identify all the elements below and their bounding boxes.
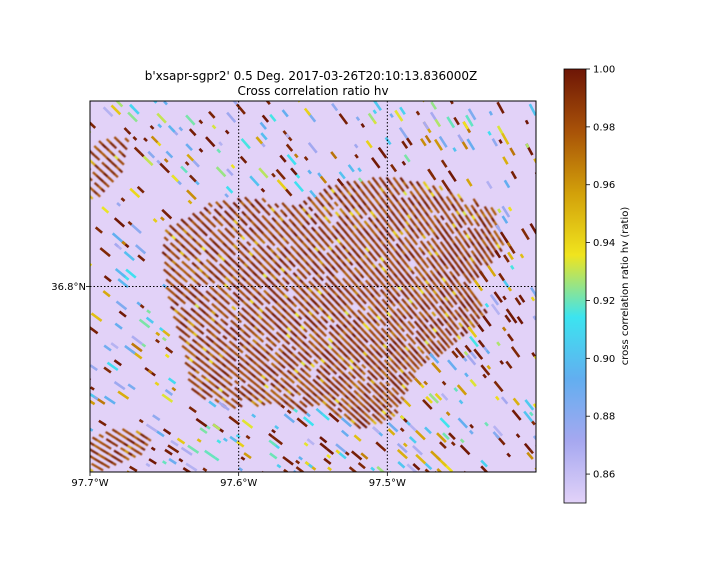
chart-subtitle: Cross correlation ratio hv	[237, 84, 388, 98]
colorbar-tick-label: 1.00	[593, 65, 615, 76]
x-axis-ticks: 97.7°W 97.6°W 97.5°W	[71, 472, 406, 489]
x-tick-label: 97.7°W	[71, 478, 108, 489]
gridlines	[90, 101, 536, 472]
chart-title: b'xsapr-sgpr2' 0.5 Deg. 2017-03-26T20:10…	[145, 69, 477, 83]
x-tick-label: 97.5°W	[369, 478, 406, 489]
colorbar-tick-label: 0.92	[593, 296, 615, 307]
colorbar-gradient	[564, 69, 586, 503]
colorbar-ticks: 0.86 0.88 0.90 0.92 0.94 0.96 0.98 1.00	[586, 65, 615, 481]
colorbar-tick-label: 0.88	[593, 412, 615, 423]
colorbar-tick-label: 0.98	[593, 122, 615, 133]
colorbar-tick-label: 0.86	[593, 470, 615, 481]
colorbar-tick-label: 0.90	[593, 354, 615, 365]
colorbar-label: cross correlation ratio hv (ratio)	[620, 207, 631, 366]
clutter-gates	[90, 101, 536, 472]
colorbar-tick-label: 0.96	[593, 180, 615, 191]
radar-data-layer	[90, 101, 536, 472]
colorbar-frame	[563, 68, 587, 504]
plot-area	[89, 100, 537, 473]
y-tick-label: 36.8°N	[51, 282, 86, 293]
colorbar: 0.86 0.88 0.90 0.92 0.94 0.96 0.98 1.00 cross c…	[563, 65, 631, 504]
x-tick-label: 97.6°W	[220, 478, 257, 489]
storm-cells	[90, 136, 505, 472]
y-axis-ticks: 36.8°N	[51, 282, 90, 293]
colorbar-tick-label: 0.94	[593, 238, 615, 249]
